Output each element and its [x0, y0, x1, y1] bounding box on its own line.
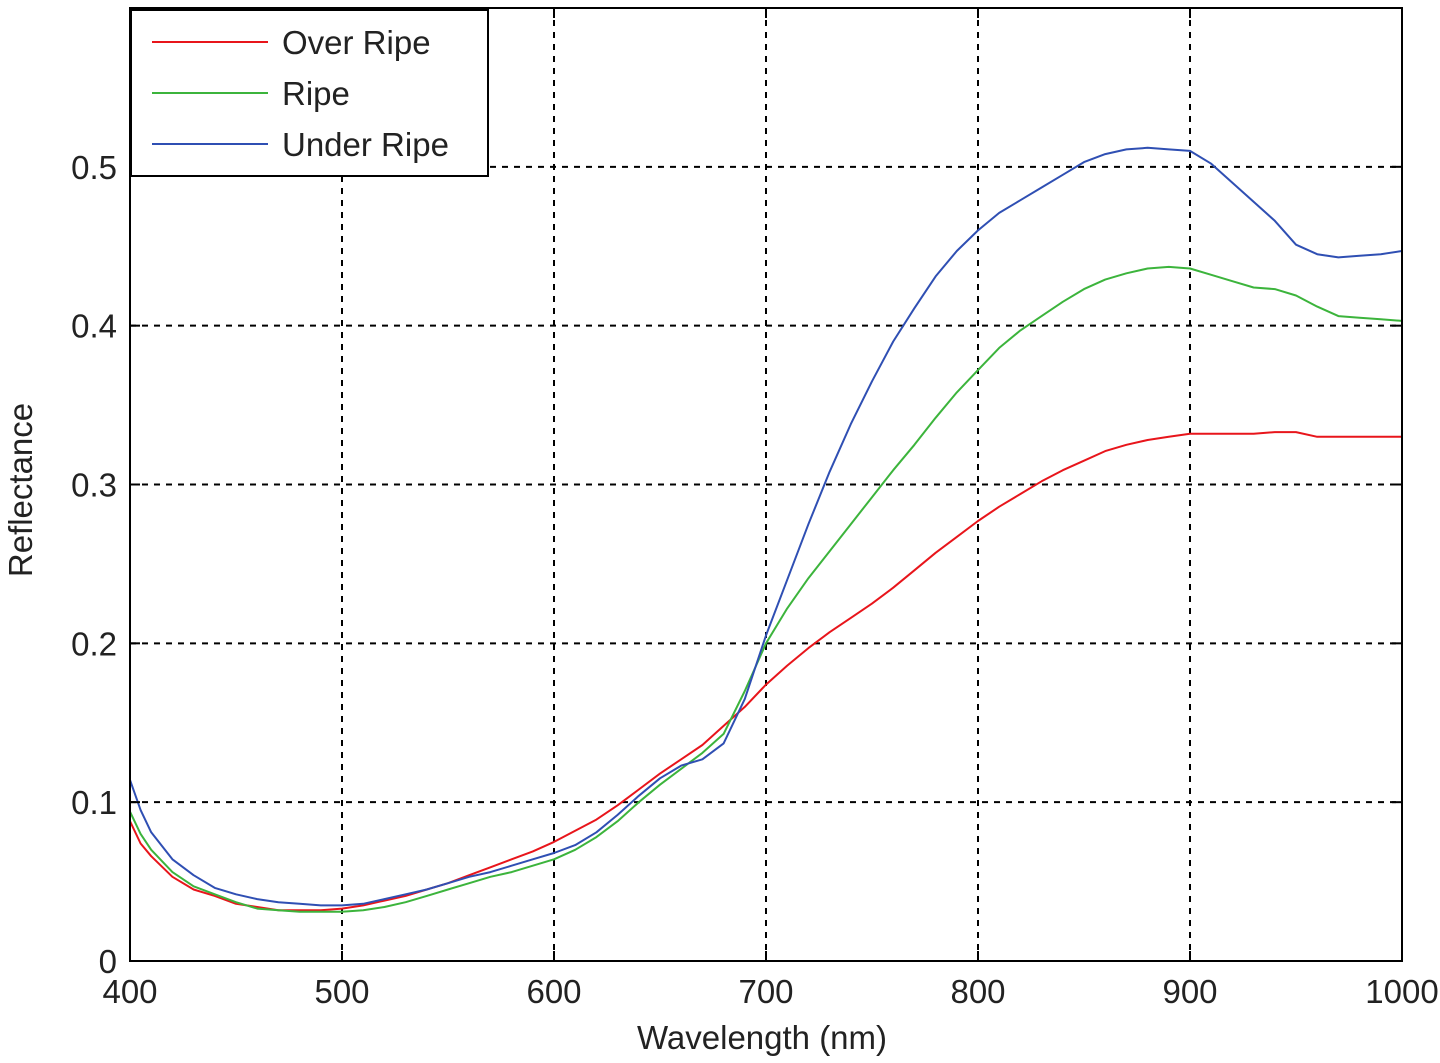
- x-tick-labels: 400 500 600 700 800 900 1000: [102, 973, 1438, 1010]
- series-line-over-ripe: [129, 431, 1402, 912]
- y-tick-labels: 0 0.1 0.2 0.3 0.4 0.5: [71, 149, 117, 980]
- y-axis-label: Reflectance: [2, 403, 39, 577]
- legend-label-under-ripe: Under Ripe: [282, 126, 449, 163]
- x-tick-label: 400: [102, 973, 157, 1010]
- legend: Over Ripe Ripe Under Ripe: [130, 9, 489, 177]
- y-tick-label: 0.1: [71, 784, 117, 821]
- y-tick-label: 0.4: [71, 308, 117, 345]
- x-axis-label: Wavelength (nm): [637, 1019, 887, 1056]
- x-tick-label: 700: [738, 973, 793, 1010]
- legend-entry-over-ripe: Over Ripe: [152, 24, 431, 61]
- x-tick-label: 600: [526, 973, 581, 1010]
- y-tick-label: 0.5: [71, 149, 117, 186]
- x-tick-label: 1000: [1365, 973, 1438, 1010]
- legend-entry-ripe: Ripe: [152, 75, 350, 112]
- y-tick-label: 0.3: [71, 467, 117, 504]
- y-tick-label: 0.2: [71, 625, 117, 662]
- legend-entry-under-ripe: Under Ripe: [152, 126, 449, 163]
- legend-label-over-ripe: Over Ripe: [282, 24, 431, 61]
- series-line-under-ripe: [129, 146, 1403, 907]
- legend-label-ripe: Ripe: [282, 75, 350, 112]
- y-tick-label: 0: [99, 943, 117, 980]
- x-tick-label: 500: [314, 973, 369, 1010]
- x-tick-label: 800: [950, 973, 1005, 1010]
- x-tick-label: 900: [1162, 973, 1217, 1010]
- series-lines: [129, 146, 1403, 913]
